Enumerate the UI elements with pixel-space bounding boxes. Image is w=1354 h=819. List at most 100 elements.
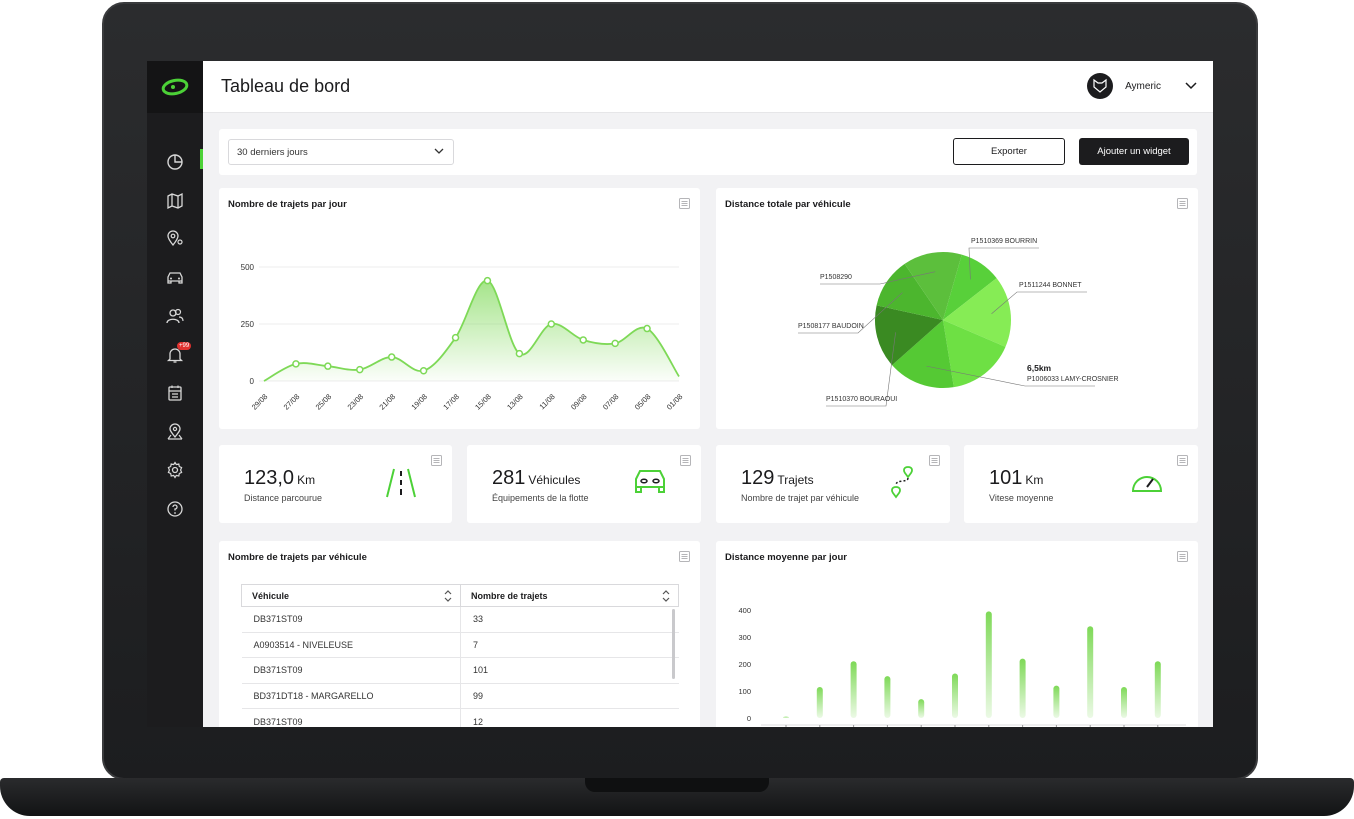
bar [1019, 658, 1026, 718]
fox-logo-icon [1093, 78, 1107, 93]
pie-slice [892, 320, 954, 388]
avg-distance-per-day-card: Distance moyenne par jour 0 100 200 300 400 [716, 541, 1198, 727]
x-tick-label: 21/08 [377, 392, 397, 412]
trips-area-chart: 0 250 500 29/08 27/08 25/08 23/08 21/08 19/08 17/… [241, 263, 685, 412]
distance-per-vehicle-card: Distance totale par véhicule P1510369 BO… [716, 188, 1198, 429]
card-menu-icon[interactable] [1177, 551, 1188, 562]
pie-slice [943, 320, 1006, 388]
x-tick-label: 23/08 [346, 392, 366, 412]
period-select[interactable]: 30 derniers jours [228, 139, 454, 165]
card-menu-icon[interactable] [929, 455, 940, 466]
sidebar-item-dashboard[interactable] [147, 143, 203, 182]
export-button[interactable]: Exporter [953, 138, 1065, 165]
card-title: Distance moyenne par jour [725, 552, 847, 563]
avatar[interactable] [1087, 73, 1114, 99]
card-menu-icon[interactable] [431, 455, 442, 466]
sidebar-nav: +99 [147, 143, 203, 528]
sort-icon[interactable] [444, 590, 452, 602]
bar [1121, 686, 1127, 718]
bar [985, 611, 992, 718]
card-title: Distance totale par véhicule [725, 199, 851, 210]
card-menu-icon[interactable] [1177, 198, 1188, 209]
distance-bar-chart: 0 100 200 300 400 [738, 606, 1186, 727]
x-tick-label: 13/08 [505, 392, 525, 412]
page-title: Tableau de bord [221, 76, 351, 96]
car-icon [167, 272, 183, 284]
card-title: Nombre de trajets par véhicule [228, 552, 367, 563]
card-menu-icon[interactable] [1177, 455, 1188, 466]
cell-vehicle: DB371ST09 [241, 657, 461, 684]
pie-slice [875, 305, 943, 366]
table-row[interactable]: DB371ST09 12 [241, 708, 679, 727]
cell-vehicle: DB371ST09 [241, 606, 461, 633]
column-header-trips[interactable]: Nombre de trajets [460, 584, 679, 607]
card-menu-icon[interactable] [680, 455, 691, 466]
data-point [324, 362, 332, 370]
sidebar-item-help[interactable] [147, 490, 203, 529]
kpi-value: 129 Trajets [741, 467, 814, 489]
data-point [451, 333, 460, 342]
data-point [611, 339, 619, 348]
kpi-unit: Véhicules [528, 473, 581, 487]
user-menu[interactable]: Aymeric [1087, 73, 1197, 99]
cell-trips: 99 [460, 683, 679, 710]
data-point [515, 349, 524, 358]
kpi-card-vehicles: 281 Véhicules Équipements de la flotte [467, 445, 701, 523]
table-row[interactable]: DB371ST09 33 [241, 606, 679, 633]
app-logo[interactable] [147, 61, 203, 113]
slice-label: P1511244 BONNET [1019, 282, 1082, 289]
area-fill [264, 280, 679, 381]
sidebar-item-trips[interactable] [147, 220, 203, 259]
kpi-card-distance: 123,0 Km Distance parcourue [219, 445, 452, 523]
leader-line [826, 332, 896, 407]
sidebar-item-users[interactable] [147, 297, 203, 336]
table-scrollbar[interactable] [672, 609, 675, 679]
road-icon [386, 468, 416, 498]
kpi-label: Équipements de la flotte [492, 493, 589, 503]
route-pin-icon [167, 230, 183, 247]
sidebar-item-vehicles[interactable] [147, 259, 203, 298]
bar [918, 699, 925, 718]
cell-vehicle: DB371ST09 [241, 708, 461, 727]
card-menu-icon[interactable] [679, 198, 690, 209]
laptop-base [0, 778, 1354, 816]
add-widget-button[interactable]: Ajouter un widget [1079, 138, 1189, 165]
card-menu-icon[interactable] [679, 551, 690, 562]
table-row[interactable]: A0903514 - NIVELEUSE 7 [241, 632, 679, 659]
trips-table: Véhicule Nombre de trajets DB371ST09 33 A… [241, 584, 679, 727]
sidebar-item-settings[interactable] [147, 451, 203, 490]
x-tick-label: 01/08 [665, 392, 685, 412]
bar [952, 673, 958, 718]
cell-vehicle: A0903514 - NIVELEUSE [241, 632, 461, 659]
column-header-vehicle[interactable]: Véhicule [241, 584, 461, 607]
table-row[interactable]: DB371ST09 101 [241, 657, 679, 684]
user-name: Aymeric [1125, 80, 1161, 92]
kpi-unit: Km [297, 473, 316, 487]
y-tick-label: 250 [241, 320, 255, 329]
sidebar-item-locations[interactable] [147, 413, 203, 452]
pie-slice [943, 254, 997, 320]
table-row[interactable]: BD371DT18 - MARGARELLO 99 [241, 683, 679, 710]
data-point [356, 365, 364, 374]
leader-line [798, 292, 903, 334]
kpi-value: 101 Km [989, 467, 1044, 489]
sort-icon[interactable] [662, 590, 670, 602]
toolbar: 30 derniers jours Exporter Ajouter un wi… [219, 129, 1197, 175]
sidebar-item-notifications[interactable]: +99 [147, 336, 203, 375]
chevron-down-icon[interactable] [1185, 82, 1197, 90]
leader-line [991, 291, 1087, 314]
bar [1053, 685, 1060, 718]
x-tick-label: 11/08 [537, 392, 556, 411]
app-screen: +99 Tableau de bord Aymeric [147, 61, 1213, 727]
trips-per-day-card: Nombre de trajets par jour 0 250 500 29/08 2… [219, 188, 700, 429]
sidebar-item-map[interactable] [147, 182, 203, 221]
distance-pie-chart: P1510369 BOURRIN P1511244 BONNET 6,5km P100… [798, 238, 1119, 407]
sidebar-item-calendar[interactable] [147, 374, 203, 413]
leader-line [968, 247, 1039, 280]
pie-slice [943, 278, 1011, 347]
x-tick-label: 27/08 [282, 392, 302, 412]
kpi-unit: Km [1025, 473, 1044, 487]
period-select-value: 30 derniers jours [237, 147, 308, 158]
x-tick-label: 25/08 [314, 392, 334, 412]
bar [884, 676, 891, 718]
